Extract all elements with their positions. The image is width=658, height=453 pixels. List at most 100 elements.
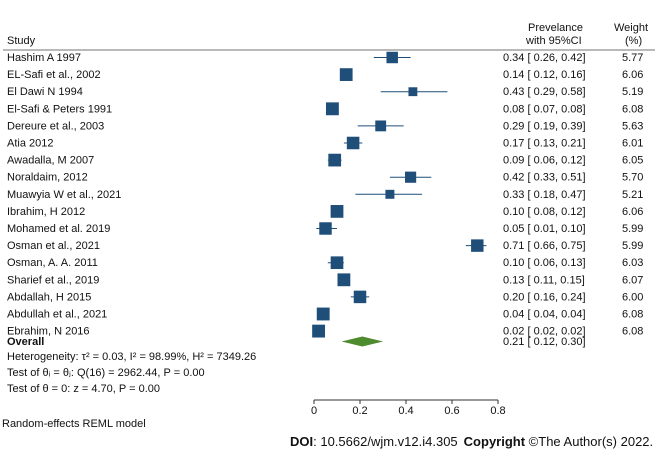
ci-text: 0.05 [ 0.01, 0.10]	[503, 223, 586, 235]
effect-marker	[312, 324, 326, 338]
study-row: Mohamed et al. 2019 0.05 [ 0.01, 0.10] 5.9…	[7, 222, 643, 235]
study-row: El Dawi N 1994 0.43 [ 0.29, 0.58] 5.19	[7, 86, 643, 98]
study-row: Osman, A. A. 2011 0.10 [ 0.06, 0.13] 6.03	[7, 256, 643, 269]
study-name: Ibrahim, H 2012	[7, 206, 85, 218]
ci-text: 0.20 [ 0.16, 0.24]	[503, 291, 586, 303]
effect-marker	[471, 239, 484, 252]
effect-marker	[386, 51, 398, 64]
weight-text: 5.77	[622, 52, 643, 64]
study-name: Sharief et al., 2019	[7, 274, 99, 286]
heterogeneity-text: Heterogeneity: τ² = 0.03, I² = 98.99%, H…	[7, 351, 256, 363]
study-row: Hashim A 1997 0.34 [ 0.26, 0.42] 5.77	[7, 51, 643, 64]
effect-marker	[330, 256, 344, 270]
study-row: Sharief et al., 2019 0.13 [ 0.11, 0.15] 6.…	[7, 273, 643, 286]
weight-text: 6.06	[622, 206, 643, 218]
ci-text: 0.33 [ 0.18, 0.47]	[503, 189, 586, 201]
study-name: Atia 2012	[7, 138, 53, 150]
study-row: El-Safi & Peters 1991 0.08 [ 0.07, 0.08] 6…	[7, 102, 643, 115]
weight-text: 6.06	[622, 69, 643, 81]
weight-text: 5.70	[622, 172, 643, 184]
effect-marker	[339, 68, 353, 81]
x-tick-label: 0.2	[352, 405, 367, 417]
weight-text: 6.08	[622, 309, 643, 321]
effect-marker	[353, 290, 367, 304]
ci-text: 0.43 [ 0.29, 0.58]	[503, 86, 586, 98]
study-row: Abdullah et al., 2021 0.04 [ 0.04, 0.04] 6…	[7, 307, 643, 321]
doi-value: : 10.5662/wjm.v12.i4.305	[313, 434, 458, 449]
ci-text: 0.10 [ 0.08, 0.12]	[503, 206, 586, 218]
weight-text: 6.03	[622, 257, 643, 269]
ci-text: 0.04 [ 0.04, 0.04]	[503, 309, 586, 321]
weight-text: 5.99	[622, 240, 643, 252]
header-weight-line2: (%)	[625, 35, 642, 47]
weight-text: 6.08	[622, 326, 643, 338]
effect-marker	[328, 153, 342, 167]
weight-text: 6.07	[622, 274, 643, 286]
weight-text: 6.01	[622, 138, 643, 150]
study-name: Abdullah et al., 2021	[7, 309, 107, 321]
effect-marker	[337, 273, 351, 287]
x-tick-label: 0.4	[398, 405, 413, 417]
study-name: Osman et al., 2021	[7, 240, 100, 252]
weight-text: 6.00	[622, 291, 643, 303]
study-row: Osman et al., 2021 0.71 [ 0.66, 0.75] 5.99	[7, 239, 643, 252]
study-row: Noraldaim, 2012 0.42 [ 0.33, 0.51] 5.70	[7, 171, 643, 184]
study-name: Noraldaim, 2012	[7, 172, 88, 184]
overall-ci-text: 0.21 [ 0.12, 0.30]	[503, 336, 586, 348]
effect-marker	[316, 307, 330, 321]
overall-label: Overall	[7, 336, 44, 348]
ci-text: 0.10 [ 0.06, 0.13]	[503, 257, 586, 269]
ci-text: 0.42 [ 0.33, 0.51]	[503, 172, 586, 184]
study-row: Atia 2012 0.17 [ 0.13, 0.21] 6.01	[7, 136, 643, 150]
study-name: El Dawi N 1994	[7, 86, 83, 98]
header-weight-line1: Weight	[614, 22, 648, 34]
effect-marker	[325, 102, 339, 116]
ci-text: 0.71 [ 0.66, 0.75]	[503, 240, 586, 252]
study-row: Muawyia W et al., 2021 0.33 [ 0.18, 0.47]…	[7, 189, 643, 201]
x-axis: 0 0.2 0.4 0.6 0.8	[311, 399, 506, 417]
study-name: Dereure et al., 2003	[7, 120, 104, 132]
study-name: EL-Safi et al., 2002	[7, 69, 101, 81]
x-tick-label: 0	[311, 405, 317, 417]
study-name: Muawyia W et al., 2021	[7, 189, 121, 201]
ci-text: 0.34 [ 0.26, 0.42]	[503, 52, 586, 64]
ci-text: 0.29 [ 0.19, 0.39]	[503, 120, 586, 132]
study-row: Awadalla, M 2007 0.09 [ 0.06, 0.12] 6.05	[7, 153, 643, 167]
effect-marker	[319, 222, 332, 235]
copyright-value: ©The Author(s) 2022.	[525, 434, 653, 449]
effect-marker	[346, 136, 360, 150]
copyright-label: Copyright	[464, 434, 526, 449]
effect-marker	[330, 205, 344, 218]
study-row: EL-Safi et al., 2002 0.14 [ 0.12, 0.16] 6.…	[7, 68, 643, 81]
study-name: Abdallah, H 2015	[7, 291, 91, 303]
x-tick-label: 0.6	[444, 405, 459, 417]
ci-text: 0.08 [ 0.07, 0.08]	[503, 103, 586, 115]
doi-label: DOI	[290, 434, 313, 449]
header-study: Study	[7, 35, 36, 47]
weight-text: 6.05	[622, 155, 643, 167]
weight-text: 5.63	[622, 120, 643, 132]
study-name: Osman, A. A. 2011	[7, 257, 98, 269]
ci-text: 0.13 [ 0.11, 0.15]	[503, 274, 585, 286]
ci-text: 0.09 [ 0.06, 0.12]	[503, 155, 586, 167]
study-row: Ibrahim, H 2012 0.10 [ 0.08, 0.12] 6.06	[7, 205, 643, 218]
ci-text: 0.17 [ 0.13, 0.21]	[503, 138, 586, 150]
effect-marker	[405, 171, 417, 183]
effect-marker	[375, 120, 387, 132]
study-name: Ebrahim, N 2016	[7, 326, 90, 338]
study-row: Ebrahim, N 2016 0.02 [ 0.02, 0.02] 6.08	[7, 324, 643, 338]
ci-text: 0.02 [ 0.02, 0.02]	[503, 326, 586, 338]
study-name: Mohamed et al. 2019	[7, 223, 110, 235]
weight-text: 5.21	[622, 189, 643, 201]
weight-text: 5.99	[622, 223, 643, 235]
test-theta-i-text: Test of θᵢ = θⱼ: Q(16) = 2962.44, P = 0.…	[7, 367, 205, 379]
study-row: Dereure et al., 2003 0.29 [ 0.19, 0.39] 5.…	[7, 120, 643, 132]
study-name: El-Safi & Peters 1991	[7, 103, 112, 115]
header-prevalence-line1: Prevelance	[528, 22, 583, 34]
weight-text: 5.19	[622, 86, 643, 98]
doi-line: DOI: 10.5662/wjm.v12.i4.305 Copyright ©Th…	[290, 434, 653, 449]
ci-text: 0.14 [ 0.12, 0.16]	[503, 69, 586, 81]
study-row: Abdallah, H 2015 0.20 [ 0.16, 0.24] 6.00	[7, 290, 643, 304]
model-note: Random-effects REML model	[2, 418, 146, 430]
weight-text: 6.08	[622, 103, 643, 115]
